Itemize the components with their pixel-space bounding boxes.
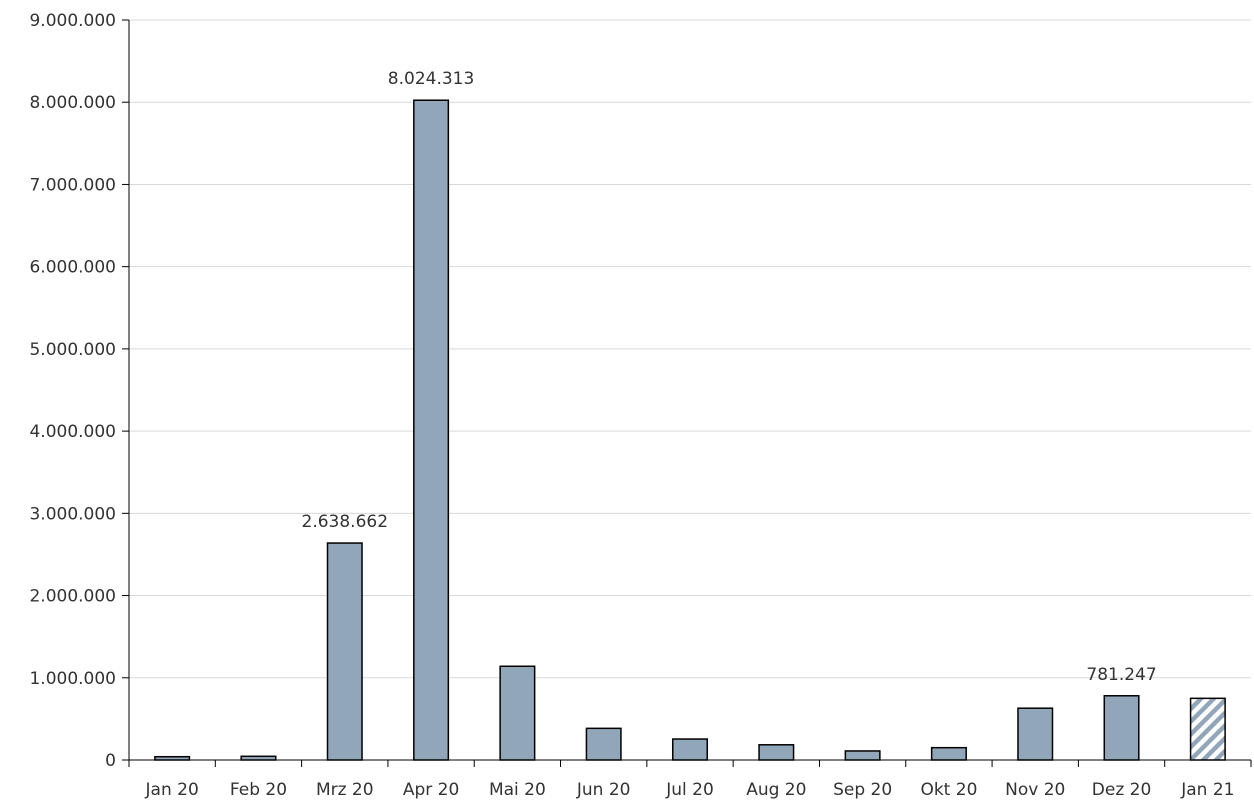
x-tick-label: Dez 20: [1092, 780, 1152, 800]
axes: [122, 19, 1252, 767]
labels: 0 1.000.000 2.000.000 3.000.000 4.000.000 5.0…: [29, 11, 1234, 800]
data-label: 8.024.313: [388, 69, 475, 89]
x-tick-label: Feb 20: [230, 780, 287, 800]
bar-okt-20: [930, 746, 967, 761]
bar-nov-20: [1017, 707, 1054, 761]
x-tick-label: Mai 20: [489, 780, 546, 800]
bar-mai-20: [499, 665, 536, 761]
y-tick-label: 4.000.000: [29, 422, 116, 442]
data-label: 781.247: [1086, 665, 1156, 685]
x-tick-label: Jun 20: [576, 780, 631, 800]
y-tick-label: 2.000.000: [29, 587, 116, 607]
y-tick-label: 3.000.000: [29, 504, 116, 524]
y-tick-label: 0: [105, 751, 116, 771]
bar-jun-20: [585, 727, 622, 761]
data-label: 2.638.662: [302, 512, 389, 532]
bar-jul-20: [671, 738, 709, 761]
bar-apr-20: [413, 99, 450, 761]
x-tick-label: Mrz 20: [316, 780, 374, 800]
bar-sep-20: [844, 750, 881, 761]
x-tick-label: Okt 20: [920, 780, 977, 800]
y-tick-label: 7.000.000: [29, 175, 116, 195]
bar-jan-21: [1189, 697, 1226, 761]
x-tick-label: Nov 20: [1005, 780, 1065, 800]
grid-lines: [129, 19, 1251, 679]
y-tick-label: 6.000.000: [29, 258, 116, 278]
x-tick-label: Sep 20: [833, 780, 892, 800]
bar-mrz-20: [326, 542, 363, 761]
x-tick-label: Aug 20: [746, 780, 806, 800]
x-tick-label: Jan 21: [1180, 780, 1234, 800]
bars: [154, 99, 1226, 761]
y-tick-label: 9.000.000: [29, 11, 116, 31]
x-tick-label: Jan 20: [145, 780, 199, 800]
bar-feb-20: [240, 755, 277, 761]
y-tick-label: 8.000.000: [29, 93, 116, 113]
bar-aug-20: [758, 744, 795, 761]
y-tick-label: 1.000.000: [29, 669, 116, 689]
bar-dez-20: [1103, 695, 1140, 761]
y-tick-label: 5.000.000: [29, 340, 116, 360]
x-tick-label: Apr 20: [403, 780, 459, 800]
x-tick-label: Jul 20: [665, 780, 714, 800]
